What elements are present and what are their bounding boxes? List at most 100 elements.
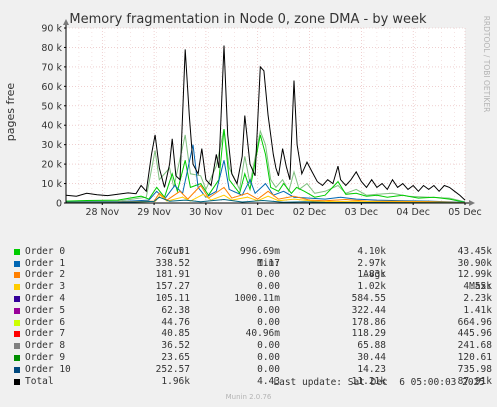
series-line-total <box>65 45 466 201</box>
legend-label: Order 1 <box>25 257 66 269</box>
series-line-order-0 <box>65 129 466 203</box>
legend-max: 12.99k <box>457 269 492 281</box>
legend-min: 996.69m <box>239 245 280 257</box>
y-tick-label: 70 k <box>41 62 62 73</box>
legend-swatch <box>14 295 20 302</box>
legend-label: Total <box>25 375 54 387</box>
munin-version: Munin 2.0.76 <box>225 393 272 401</box>
x-tick-label: 02 Dec <box>293 207 327 218</box>
grid <box>66 27 466 203</box>
legend-avg: 11.21k <box>351 375 386 387</box>
legend-avg: 118.29 <box>351 328 386 340</box>
legend-label: Order 8 <box>25 340 66 352</box>
legend-max: 4.55k <box>463 281 492 293</box>
legend-row-total: Total 1.96k 4.43 11.21k 87.91k <box>14 376 492 388</box>
legend-min: 0.00 <box>257 304 280 316</box>
legend-cur: 157.27 <box>155 281 190 293</box>
series-line-order-10 <box>65 196 466 204</box>
legend-cur: 36.52 <box>161 340 190 352</box>
legend-avg: 1.02k <box>357 281 386 293</box>
legend-avg: 65.88 <box>357 340 386 352</box>
legend-cur: 105.11 <box>155 292 190 304</box>
legend-min: 40.96m <box>245 328 280 340</box>
legend-min: 1.17 <box>257 257 280 269</box>
legend-avg: 584.55 <box>351 292 386 304</box>
legend-header: Cur: Min: Avg: Max: <box>14 234 492 292</box>
legend-row-order-0: Order 0 767.51 996.69m 4.10k 43.45k <box>14 246 492 258</box>
legend-max: 241.68 <box>457 340 492 352</box>
legend-label: Order 5 <box>25 304 66 316</box>
legend-row-order-5: Order 5 62.38 0.00 322.44 1.41k <box>14 305 492 317</box>
legend-min: 0.00 <box>257 363 280 375</box>
legend-row-order-8: Order 8 36.52 0.00 65.88 241.68 <box>14 340 492 352</box>
header-min: Min: <box>257 257 280 269</box>
chart-title: Memory fragmentation in Node 0, zone DMA… <box>69 12 427 27</box>
x-tick-label: 28 Nov <box>85 207 119 218</box>
legend-max: 735.98 <box>457 363 492 375</box>
legend-max: 43.45k <box>457 245 492 257</box>
legend-cur: 23.65 <box>161 351 190 363</box>
y-tick-label: 0 <box>56 199 62 210</box>
legend-avg: 14.23 <box>357 363 386 375</box>
x-tick-label: 03 Dec <box>345 207 379 218</box>
legend-row-order-7: Order 7 40.85 40.96m 118.29 445.96 <box>14 328 492 340</box>
legend-row-order-3: Order 3 157.27 0.00 1.02k 4.55k <box>14 281 492 293</box>
series-line-order-9 <box>65 128 466 203</box>
legend-label: Order 4 <box>25 292 66 304</box>
legend-min: 1000.11m <box>234 292 280 304</box>
rrdtool-credit: RRDTOOL / TOBI OETIKER <box>482 16 491 113</box>
legend-swatch <box>14 307 20 314</box>
legend-cur: 62.38 <box>161 304 190 316</box>
x-tick-label: 05 Dec <box>448 207 482 218</box>
legend-row-order-10: Order 10 252.57 0.00 14.23 735.98 <box>14 364 492 376</box>
legend-max: 87.91k <box>457 375 492 387</box>
x-tick-label: 30 Nov <box>189 207 223 218</box>
legend-cur: 181.91 <box>155 269 190 281</box>
header-avg: Avg: <box>363 269 386 281</box>
legend-max: 120.61 <box>457 351 492 363</box>
y-axis-label: pages free <box>4 83 17 142</box>
legend-max: 664.96 <box>457 316 492 328</box>
legend-row-order-2: Order 2 181.91 0.00 1.83k 12.99k <box>14 269 492 281</box>
legend-min: 0.00 <box>257 316 280 328</box>
header-cur: Cur: <box>167 245 190 257</box>
legend-avg: 30.44 <box>357 351 386 363</box>
series-line-order-2 <box>65 184 466 204</box>
legend-label: Order 2 <box>25 269 66 281</box>
legend-avg: 178.86 <box>351 316 386 328</box>
x-tick-label: 04 Dec <box>396 207 430 218</box>
legend-row-order-9: Order 9 23.65 0.00 30.44 120.61 <box>14 352 492 364</box>
legend-cur: 338.52 <box>155 257 190 269</box>
legend-swatch <box>14 366 20 373</box>
legend-min: 0.00 <box>257 281 280 293</box>
legend-min: 0.00 <box>257 351 280 363</box>
legend-cur: 252.57 <box>155 363 190 375</box>
legend-swatch <box>14 260 20 267</box>
legend-cur: 1.96k <box>161 375 190 387</box>
legend-min: 4.43 <box>257 375 280 387</box>
legend-cur: 44.76 <box>161 316 190 328</box>
series-line-order-1 <box>65 144 466 203</box>
x-tick-label: 29 Nov <box>137 207 171 218</box>
y-tick-label: 20 k <box>41 160 62 171</box>
legend-cur: 767.51 <box>155 245 190 257</box>
legend-max: 2.23k <box>463 292 492 304</box>
legend-row-order-4: Order 4 105.11 1000.11m 584.55 2.23k <box>14 293 492 305</box>
chart-area: Memory fragmentation in Node 0, zone DMA… <box>4 12 491 218</box>
y-tick-label: 90 k <box>41 24 62 35</box>
y-tick-label: 60 k <box>41 82 62 93</box>
legend-swatch <box>14 272 20 279</box>
x-axis-arrow <box>469 200 475 206</box>
x-tick-label: 01 Dec <box>241 207 275 218</box>
header-max: Max: <box>469 281 492 293</box>
legend-cur: 40.85 <box>161 328 190 340</box>
legend: Cur: Min: Avg: Max: Order 0 767.51 996.69m… <box>14 234 492 387</box>
y-tick-label: 30 k <box>41 140 62 151</box>
y-tick-label: 80 k <box>41 43 62 54</box>
y-tick-label: 40 k <box>41 121 62 132</box>
legend-swatch <box>14 284 20 291</box>
legend-swatch <box>14 331 20 338</box>
legend-min: 0.00 <box>257 340 280 352</box>
plot-background <box>66 28 465 203</box>
legend-label: Order 10 <box>25 363 71 375</box>
